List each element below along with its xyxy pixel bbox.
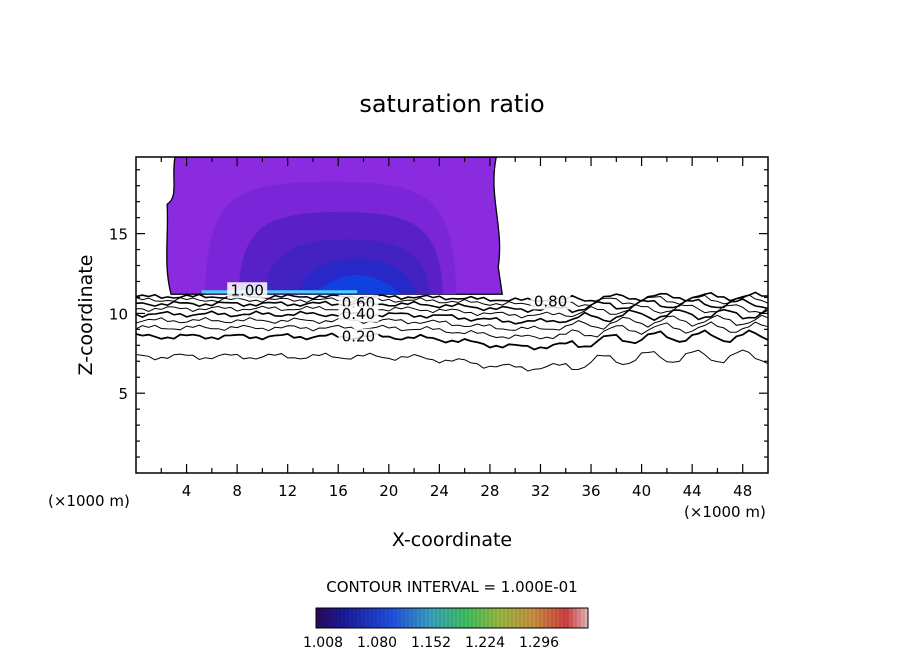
y-tick-label: 15: [109, 226, 128, 244]
contour-label-backdrop: [530, 293, 571, 310]
chart-title: saturation ratio: [359, 90, 544, 118]
contour-label-backdrop: [338, 306, 379, 323]
colorbar-tick-label: 1.152: [411, 635, 451, 651]
contour-label: 0.40: [342, 305, 375, 323]
contour-label: 1.00: [231, 281, 264, 299]
contour-label-backdrop: [338, 328, 379, 345]
x-tick-label: 44: [683, 482, 702, 500]
colorbar-tick-label: 1.296: [519, 635, 559, 651]
colorbar-tick-label: 1.080: [357, 635, 397, 651]
x-axis-label: X-coordinate: [392, 529, 512, 551]
region-highlight: [201, 290, 358, 294]
x-tick-label: 4: [182, 482, 192, 500]
x-tick-label: 12: [278, 482, 297, 500]
x-tick-label: 32: [531, 482, 550, 500]
y-tick-label: 10: [109, 305, 128, 323]
colorbar-tick-label: 1.224: [465, 635, 505, 651]
contour-line: [136, 329, 768, 351]
contour-lines: [136, 291, 768, 372]
axis-ticks: [136, 157, 768, 473]
x-unit-right: (×1000 m): [684, 503, 766, 521]
x-tick-label: 48: [733, 482, 752, 500]
colorbar-tick-label: 1.008: [303, 635, 343, 651]
x-tick-label: 28: [480, 482, 499, 500]
contour-line: [136, 314, 768, 331]
contour-line: [136, 349, 768, 372]
region-band: [310, 275, 404, 295]
x-tick-label: 24: [430, 482, 449, 500]
x-tick-label: 36: [581, 482, 600, 500]
contour-line: [136, 308, 768, 325]
contour-line: [136, 304, 768, 319]
x-tick-label: 16: [329, 482, 348, 500]
y-axis-label: Z-coordinate: [75, 255, 97, 376]
contour-interval-note: CONTOUR INTERVAL = 1.000E-01: [326, 578, 577, 596]
x-unit-left: (×1000 m): [48, 492, 130, 510]
y-tick-label: 5: [118, 385, 128, 403]
x-tick-label: 8: [232, 482, 242, 500]
supersaturated-fill: [166, 157, 503, 295]
contour-labels: 1.000.800.600.400.20: [227, 281, 571, 346]
contour-line: [136, 294, 768, 308]
x-tick-label: 20: [379, 482, 398, 500]
colorbar-tick-labels: 1.008 1.080 1.152 1.224 1.296: [303, 635, 559, 651]
plot-frame: [135, 156, 769, 474]
colorbar: [315, 607, 589, 629]
colorbar-divisions: [319, 608, 585, 628]
contour-line: [136, 321, 768, 340]
x-tick-label: 40: [632, 482, 651, 500]
contour-line: [136, 298, 768, 314]
contour-label-backdrop: [227, 282, 268, 299]
contour-label: 0.20: [342, 328, 375, 346]
contour-label: 0.80: [534, 292, 567, 310]
